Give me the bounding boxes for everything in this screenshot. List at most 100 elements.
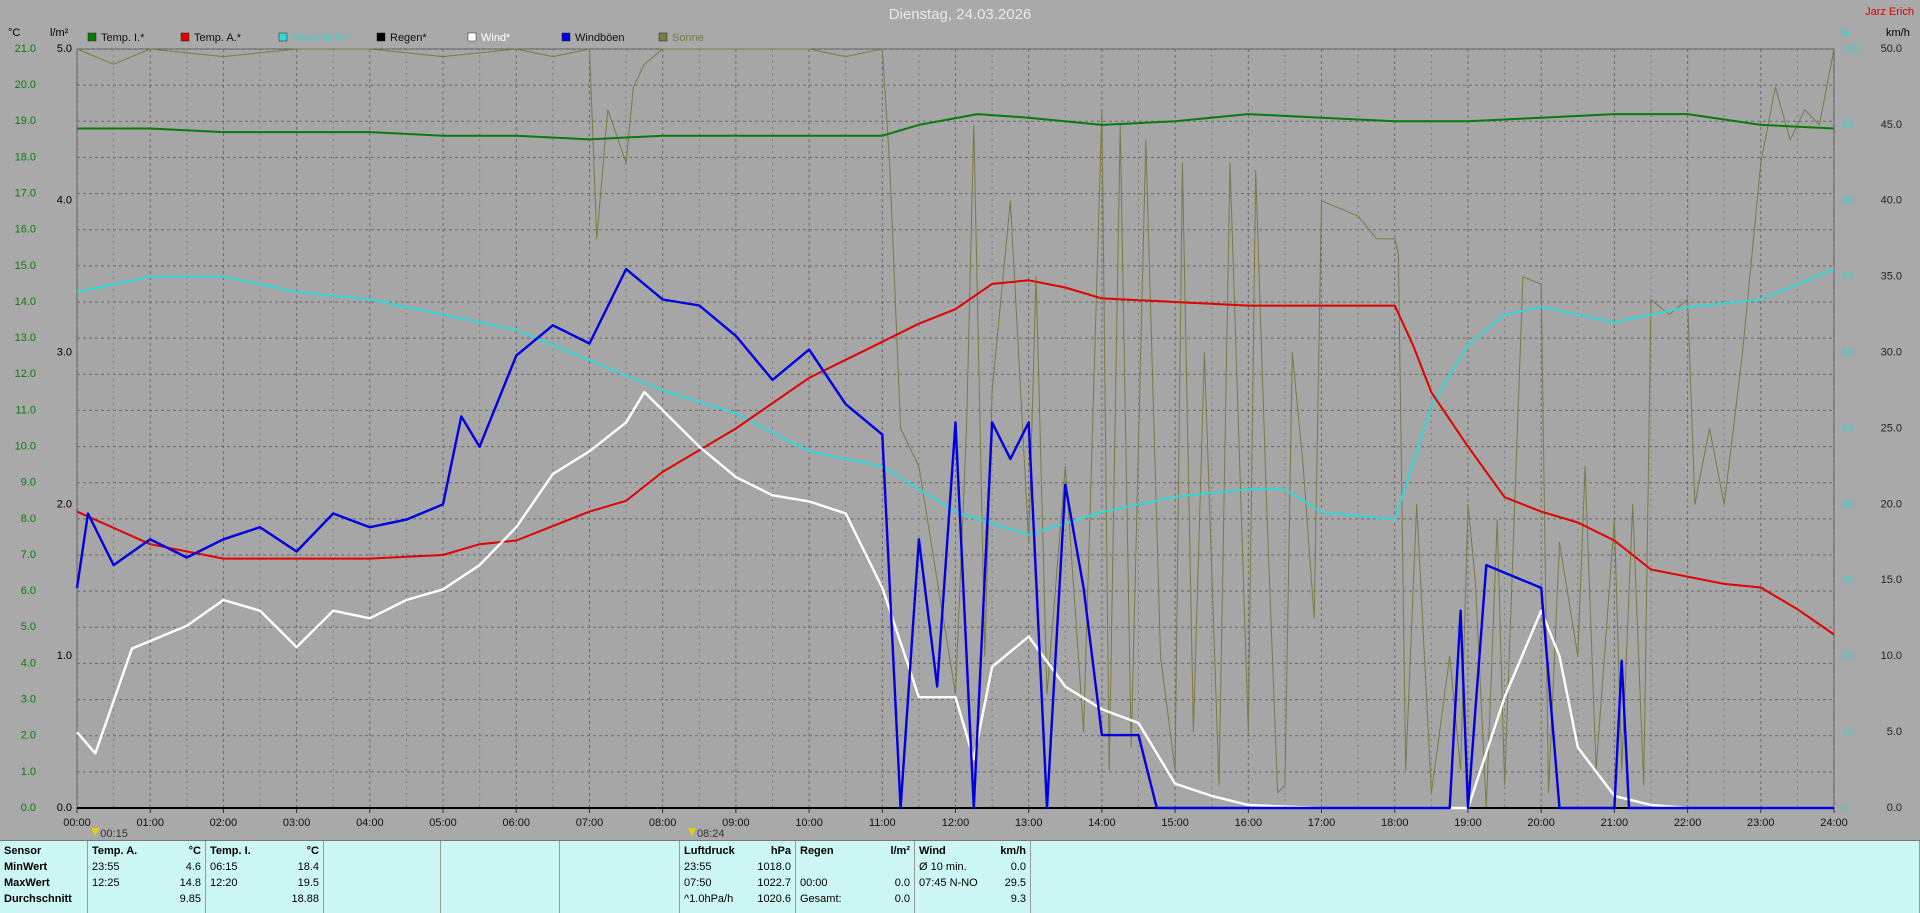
author: Jarz Erich: [1865, 6, 1914, 18]
yticks-label: 18.0: [15, 151, 36, 163]
legend-label: Temp. A.*: [194, 32, 242, 44]
x-tick-label: 04:00: [356, 817, 384, 829]
stats-row: MaxWert: [4, 875, 83, 891]
x-tick-label: 09:00: [722, 817, 750, 829]
panel-title: Regen: [800, 845, 834, 857]
series-line: [75, 267, 1834, 810]
annotation-marker: [91, 828, 100, 836]
axis-unit: %: [1840, 27, 1850, 39]
yticks-label: 20.0: [15, 79, 36, 91]
legend-swatch: [376, 32, 386, 42]
legend-swatch: [278, 32, 288, 42]
yticks-label: 6.0: [21, 585, 36, 597]
stat-value: 0.0: [894, 893, 910, 905]
stat-time: 00:00: [800, 877, 828, 889]
stats-panel: Temp. A. °C 23:55 4.6 12:25 14.8 9.85: [88, 841, 206, 913]
yticks-label: 5.0: [21, 621, 36, 633]
x-tick-label: 02:00: [210, 817, 238, 829]
y3ticks-label: 60: [1842, 347, 1854, 359]
legend-label: Feuchte A.*: [292, 32, 350, 44]
x-tick-label: 03:00: [283, 817, 311, 829]
axis-unit: °C: [8, 27, 20, 39]
x-tick-label: 07:00: [576, 817, 604, 829]
x-tick-label: 23:00: [1747, 817, 1775, 829]
yticks-label: 8.0: [21, 513, 36, 525]
y2ticks-label: 1.0: [57, 650, 72, 662]
yticks-label: 7.0: [21, 549, 36, 561]
stat-value: 1022.7: [757, 877, 791, 889]
annotation-label: 00:15: [100, 828, 128, 840]
stat-value: 18.88: [291, 893, 319, 905]
yticks-label: 9.0: [21, 477, 36, 489]
stats-panel-empty: [1031, 841, 1920, 913]
x-tick-label: 18:00: [1381, 817, 1409, 829]
x-tick-label: 14:00: [1088, 817, 1116, 829]
yticks-label: 21.0: [15, 43, 36, 55]
stat-value: 0.0: [894, 877, 910, 889]
y4ticks-label: 40.0: [1881, 195, 1902, 207]
yticks-label: 3.0: [21, 693, 36, 705]
stat-value: 9.3: [1010, 893, 1026, 905]
stat-value: 18.4: [297, 861, 319, 873]
series-line: [77, 113, 1835, 141]
y4ticks-label: 10.0: [1881, 650, 1902, 662]
yticks-label: 17.0: [15, 187, 36, 199]
stats-panel-empty: [324, 841, 441, 913]
stats-header: Wind km/h: [919, 843, 1026, 859]
stats-row: Ø 10 min. 0.0: [919, 859, 1026, 875]
legend-label: Windböen: [575, 32, 625, 44]
stats-row: 9.3: [919, 891, 1026, 907]
stat-time: 12:20: [210, 877, 238, 889]
x-tick-label: 12:00: [942, 817, 970, 829]
stat-time: 12:25: [92, 877, 120, 889]
chart: Dienstag, 24.03.2026 Jarz Erich °C l/m² …: [8, 6, 1914, 840]
legend-label: Sonne: [672, 32, 704, 44]
x-tick-label: 10:00: [795, 817, 823, 829]
y2ticks-label: 3.0: [57, 347, 72, 359]
y4ticks-label: 25.0: [1881, 422, 1902, 434]
legend-swatch: [658, 32, 668, 42]
legend-swatch: [467, 32, 477, 42]
axis-unit: km/h: [1886, 27, 1910, 39]
stat-time: Ø 10 min.: [919, 861, 967, 873]
row-label: MinWert: [4, 861, 48, 873]
y3ticks-label: 100: [1842, 43, 1860, 55]
stat-time: 07:50: [684, 877, 712, 889]
stats-row: 18.88: [210, 891, 319, 907]
stats-panel: Wind km/h Ø 10 min. 0.0 07:45 N-NO 29.5 9.3: [915, 841, 1031, 913]
y4ticks-label: 45.0: [1881, 119, 1902, 131]
y3ticks-label: 40: [1842, 498, 1854, 510]
legend-label: Regen*: [390, 32, 427, 44]
yticks-label: 0.0: [21, 802, 36, 814]
stats-row: 23:55 4.6: [92, 859, 201, 875]
row-label: MaxWert: [4, 877, 50, 889]
stats-row: 12:20 19.5: [210, 875, 319, 891]
x-tick-label: 16:00: [1235, 817, 1263, 829]
yticks-label: 4.0: [21, 657, 36, 669]
stat-value: 29.5: [1004, 877, 1026, 889]
stat-value: 1020.6: [757, 893, 791, 905]
yticks-label: 2.0: [21, 730, 36, 742]
stats-row: ^1.0hPa/h 1020.6: [684, 891, 791, 907]
x-tick-label: 01:00: [136, 817, 164, 829]
stat-value: 14.8: [179, 877, 201, 889]
y3ticks-label: 0: [1842, 802, 1848, 814]
stat-time: ^1.0hPa/h: [684, 893, 734, 905]
yticks-label: 11.0: [15, 404, 36, 416]
y3ticks-label: 10: [1842, 726, 1854, 738]
y3ticks-label: 70: [1842, 271, 1854, 283]
row-label: Durchschnitt: [4, 893, 72, 905]
y4ticks-label: 15.0: [1881, 574, 1902, 586]
chart-title: Dienstag, 24.03.2026: [889, 6, 1032, 23]
legend-label: Temp. I.*: [101, 32, 145, 44]
stat-time: 06:15: [210, 861, 238, 873]
x-tick-label: 08:00: [649, 817, 677, 829]
x-tick-label: 15:00: [1161, 817, 1189, 829]
stats-row: Gesamt: 0.0: [800, 891, 910, 907]
yticks-label: 15.0: [15, 260, 36, 272]
panel-unit: °C: [306, 845, 319, 857]
stats-panel: Sensor MinWert MaxWert Durchschnitt: [0, 841, 88, 913]
yticks-label: 19.0: [15, 115, 36, 127]
panel-title: Wind: [919, 845, 946, 857]
